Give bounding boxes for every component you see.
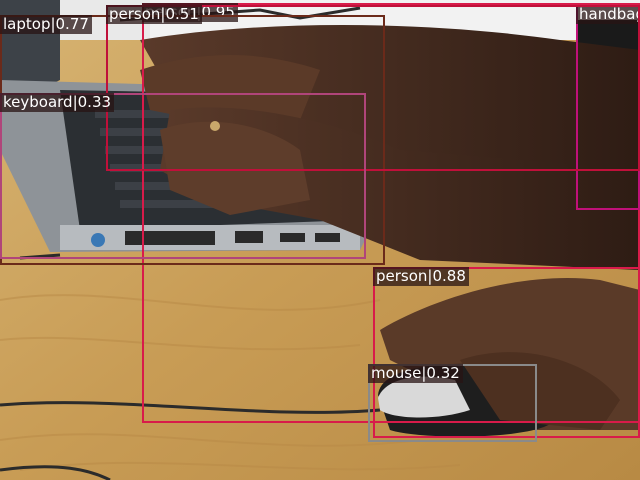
- detection-box-person-2: person|0.51: [106, 5, 640, 171]
- detection-box-person-3: person|0.88: [373, 267, 640, 438]
- detection-box-mouse: mouse|0.32: [368, 364, 537, 442]
- detection-label-mouse: mouse|0.32: [368, 364, 463, 383]
- detection-label-handbag: handbag: [576, 5, 640, 24]
- detection-label-person-2: person|0.51: [106, 5, 202, 24]
- detection-box-keyboard: keyboard|0.33: [0, 93, 366, 259]
- detection-label-keyboard: keyboard|0.33: [0, 93, 115, 112]
- detection-label-laptop: laptop|0.77: [0, 15, 92, 34]
- detection-label-person-3: person|0.88: [373, 267, 469, 286]
